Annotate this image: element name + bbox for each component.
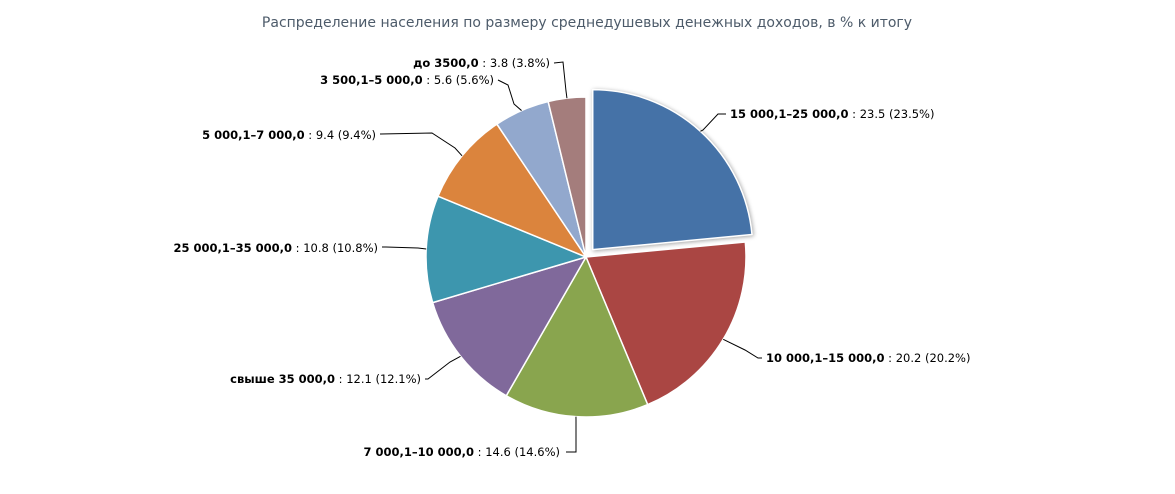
slice-label-value: 5.6: [434, 73, 456, 87]
slice-label-separator: :: [292, 241, 303, 255]
slice-label-value: 20.2: [896, 351, 925, 365]
slice-connector-line: [382, 246, 427, 250]
slice-label-percent: (9.4%): [338, 128, 376, 142]
slice-label-separator: :: [885, 351, 896, 365]
slice-connector-line: [722, 338, 762, 359]
slice-connector-line: [379, 132, 463, 157]
slice-label: 15 000,1–25 000,0 : 23.5 (23.5%): [730, 107, 934, 121]
slice-label-percent: (20.2%): [925, 351, 971, 365]
slice-connector-line: [566, 416, 577, 453]
slice-label-category: свыше 35 000,0: [230, 372, 335, 386]
slice-label-category: 7 000,1–10 000,0: [364, 445, 475, 459]
slice-label-category: до 3500,0: [413, 56, 479, 70]
slice-label-value: 3.8: [490, 56, 512, 70]
pie-slice[interactable]: [591, 88, 753, 251]
slice-label-percent: (12.1%): [375, 372, 421, 386]
slice-label-category: 15 000,1–25 000,0: [730, 107, 849, 121]
slice-label-value: 14.6: [485, 445, 514, 459]
slice-label-value: 10.8: [303, 241, 332, 255]
slice-label-percent: (10.8%): [332, 241, 378, 255]
slice-label-category: 5 000,1–7 000,0: [202, 128, 305, 142]
slice-label: свыше 35 000,0 : 12.1 (12.1%): [230, 372, 421, 386]
slice-label-category: 25 000,1–35 000,0: [174, 241, 293, 255]
pie-slice[interactable]: [425, 195, 587, 304]
chart-title: Распределение населения по размеру средн…: [262, 15, 912, 31]
slice-label-category: 3 500,1–5 000,0: [320, 73, 423, 87]
slice-label: 25 000,1–35 000,0 : 10.8 (10.8%): [174, 241, 378, 255]
slice-label: 10 000,1–15 000,0 : 20.2 (20.2%): [766, 351, 970, 365]
slice-label-percent: (3.8%): [512, 56, 550, 70]
slice-connector-line: [700, 113, 726, 132]
slice-label-value: 12.1: [346, 372, 375, 386]
slice-label-separator: :: [305, 128, 316, 142]
slice-label: 7 000,1–10 000,0 : 14.6 (14.6%): [364, 445, 560, 459]
slice-label: до 3500,0 : 3.8 (3.8%): [413, 56, 550, 70]
slice-label-separator: :: [479, 56, 490, 70]
slice-label-separator: :: [335, 372, 346, 386]
pie-slice[interactable]: [547, 96, 587, 258]
slice-connector-line: [497, 79, 522, 111]
slice-label-category: 10 000,1–15 000,0: [766, 351, 885, 365]
slice-label-percent: (14.6%): [514, 445, 560, 459]
labels-layer: 15 000,1–25 000,0 : 23.5 (23.5%) 10 000,1…: [174, 56, 971, 459]
slices-layer: [425, 88, 753, 418]
slice-label-separator: :: [423, 73, 434, 87]
slice-label-value: 23.5: [860, 107, 889, 121]
slice-label-percent: (5.6%): [456, 73, 494, 87]
slice-connector-line: [425, 355, 461, 380]
pie-slice[interactable]: [437, 123, 587, 258]
slice-label-separator: :: [849, 107, 860, 121]
slice-label-percent: (23.5%): [889, 107, 935, 121]
slice-connector-line: [553, 61, 568, 99]
connectors-layer: [379, 61, 762, 453]
slice-label-value: 9.4: [316, 128, 338, 142]
slice-label-separator: :: [474, 445, 485, 459]
slice-label: 5 000,1–7 000,0 : 9.4 (9.4%): [202, 128, 376, 142]
slice-label: 3 500,1–5 000,0 : 5.6 (5.6%): [320, 73, 494, 87]
